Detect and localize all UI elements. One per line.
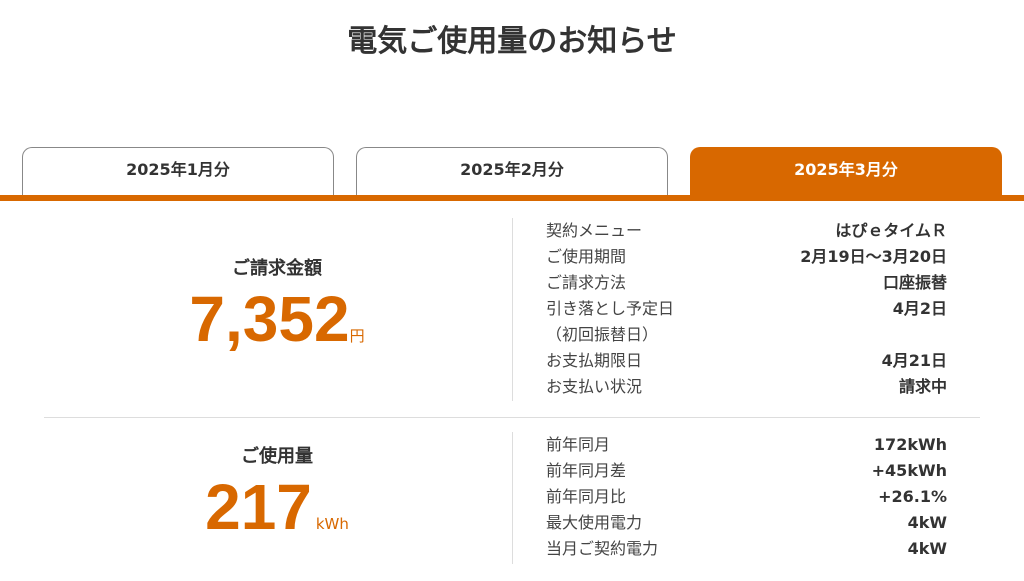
- detail-row: お支払い状況 請求中: [546, 377, 947, 396]
- billing-details: 契約メニュー はぴｅタイムＲ ご使用期間 2月19日～3月20日 ご請求方法 口座振替…: [512, 218, 980, 401]
- usage-label: ご使用量: [241, 446, 313, 467]
- billing-unit: 円: [349, 327, 365, 345]
- tab-underline: [0, 195, 1024, 201]
- detail-row: 最大使用電力 4kW: [546, 513, 947, 532]
- usage-summary: ご使用量 217 kWh: [44, 442, 510, 544]
- section-divider: [44, 417, 980, 418]
- page-title: 電気ご使用量のお知らせ: [347, 24, 677, 59]
- usage-unit: kWh: [315, 515, 349, 533]
- usage-details: 前年同月 172kWh 前年同月差 +45kWh 前年同月比 +26.1% 最大使用電…: [512, 432, 980, 564]
- detail-row: （初回振替日）: [546, 325, 659, 344]
- usage-section: ご使用量 217 kWh 前年同月 172kWh 前年同月差 +45kWh 前年同月比…: [44, 432, 980, 572]
- detail-row: 契約メニュー はぴｅタイムＲ: [546, 221, 947, 240]
- detail-row: 前年同月 172kWh: [546, 435, 947, 454]
- billing-section: ご請求金額 7,352円 契約メニュー はぴｅタイムＲ ご使用期間 2月19日～3月…: [44, 218, 980, 403]
- month-tabs: 2025年1月分 2025年2月分 2025年3月分: [0, 147, 1024, 197]
- detail-row: 前年同月差 +45kWh: [546, 461, 947, 480]
- tab-2025-02[interactable]: 2025年2月分: [356, 147, 668, 197]
- detail-row: ご使用期間 2月19日～3月20日: [546, 247, 947, 266]
- detail-row: お支払期限日 4月21日: [546, 351, 947, 370]
- usage-amount: 217: [205, 471, 312, 543]
- billing-summary: ご請求金額 7,352円: [44, 254, 510, 356]
- detail-row: 当月ご契約電力 4kW: [546, 539, 947, 558]
- tab-2025-01[interactable]: 2025年1月分: [22, 147, 334, 197]
- detail-row: 前年同月比 +26.1%: [546, 487, 947, 506]
- billing-amount: 7,352: [189, 283, 350, 355]
- detail-row: 引き落とし予定日 4月2日: [546, 299, 947, 318]
- tab-2025-03[interactable]: 2025年3月分: [690, 147, 1002, 197]
- billing-label: ご請求金額: [232, 258, 322, 279]
- detail-row: ご請求方法 口座振替: [546, 273, 947, 292]
